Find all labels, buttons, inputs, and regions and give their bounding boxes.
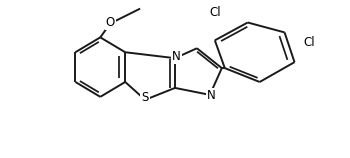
Text: Cl: Cl <box>304 36 315 49</box>
Text: Cl: Cl <box>209 6 220 19</box>
Text: N: N <box>172 50 181 63</box>
Text: N: N <box>207 89 216 102</box>
Text: S: S <box>141 91 149 104</box>
Text: O: O <box>106 16 115 29</box>
